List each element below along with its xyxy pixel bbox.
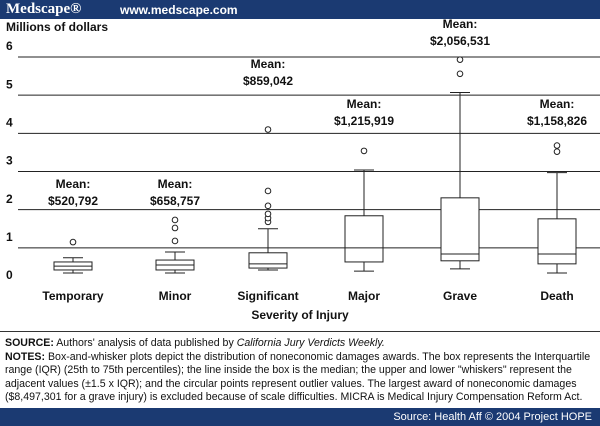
footer-bar: Source: Health Aff © 2004 Project HOPE <box>0 408 600 426</box>
outlier <box>553 142 561 149</box>
mean-label: Mean: <box>251 57 286 71</box>
x-tick-label: Death <box>540 289 573 303</box>
y-tick-label: 3 <box>6 154 13 168</box>
mean-value: $658,757 <box>150 194 200 208</box>
outlier <box>456 56 464 63</box>
x-tick-label: Significant <box>237 289 298 303</box>
mean-label: Mean: <box>443 19 478 31</box>
notes: SOURCE: Authors' analysis of data publis… <box>5 337 595 405</box>
notes-text: Box-and-whisker plots depict the distrib… <box>5 350 591 404</box>
x-tick-label: Grave <box>443 289 477 303</box>
outlier <box>171 224 179 232</box>
mean-value: $859,042 <box>243 74 293 88</box>
box <box>537 218 577 265</box>
mean-value: $2,056,531 <box>430 34 490 48</box>
x-axis-label: Severity of Injury <box>251 308 349 322</box>
outlier <box>553 148 561 155</box>
outlier <box>264 126 272 133</box>
source-note: SOURCE: Authors' analysis of data publis… <box>5 337 595 351</box>
source-italic: California Jury Verdicts Weekly. <box>236 337 385 349</box>
box <box>344 215 384 263</box>
x-tick-label: Temporary <box>42 289 103 303</box>
divider <box>0 331 600 332</box>
y-tick-label: 5 <box>6 77 13 91</box>
y-tick-label: 6 <box>6 39 13 53</box>
site-url: www.medscape.com <box>120 3 238 17</box>
box <box>248 252 288 269</box>
mean-value: $520,792 <box>48 194 98 208</box>
outlier <box>264 202 272 210</box>
credit: Source: Health Aff © 2004 Project HOPE <box>393 411 592 423</box>
y-tick-label: 0 <box>6 268 13 282</box>
chart: Millions of dollars Severity of Injury 0… <box>6 19 600 322</box>
outlier <box>171 216 179 224</box>
mean-value: $1,215,919 <box>334 114 394 128</box>
x-tick-label: Minor <box>159 289 192 303</box>
mean-label: Mean: <box>540 97 575 111</box>
outlier <box>171 237 179 245</box>
header-bar: Medscape® www.medscape.com <box>0 0 600 19</box>
source-label: SOURCE: <box>5 337 54 349</box>
source-text: Authors' analysis of data published by <box>56 337 234 349</box>
y-tick-label: 4 <box>6 116 13 130</box>
mean-label: Mean: <box>158 177 193 191</box>
box <box>440 197 480 262</box>
mean-value: $1,158,826 <box>527 114 587 128</box>
notes-note: NOTES: Box-and-whisker plots depict the … <box>5 351 595 405</box>
mean-label: Mean: <box>347 97 382 111</box>
mean-label: Mean: <box>56 177 91 191</box>
logo: Medscape® <box>6 1 82 17</box>
y-tick-label: 2 <box>6 192 13 206</box>
outlier <box>264 210 272 218</box>
y-axis-label: Millions of dollars <box>6 20 108 34</box>
outlier <box>69 238 77 246</box>
x-tick-label: Major <box>348 289 380 303</box>
outlier <box>264 187 272 195</box>
outlier <box>456 70 464 78</box>
notes-label: NOTES: <box>5 350 46 363</box>
outlier <box>360 147 368 155</box>
y-tick-label: 1 <box>6 230 13 244</box>
